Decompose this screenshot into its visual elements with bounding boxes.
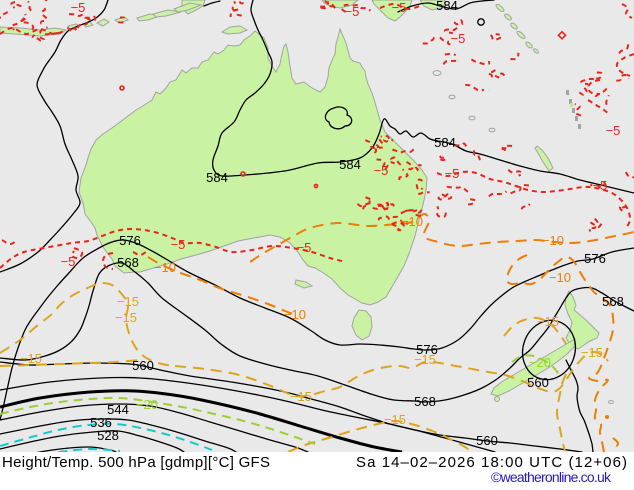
svg-text:544: 544 [107,402,129,417]
svg-text:−15: −15 [384,412,406,427]
svg-text:−15: −15 [290,389,312,404]
svg-text:−5: −5 [171,237,186,252]
svg-text:536: 536 [90,415,112,430]
svg-text:−5: −5 [606,123,621,138]
svg-text:−5: −5 [297,240,312,255]
svg-text:−15: −15 [537,314,559,329]
svg-text:−5: −5 [61,254,76,269]
svg-text:576: 576 [416,342,438,357]
svg-text:560: 560 [476,433,498,448]
svg-text:560: 560 [527,375,549,390]
svg-text:576: 576 [584,251,606,266]
svg-text:−20: −20 [136,397,158,412]
svg-text:584: 584 [339,157,361,172]
svg-text:584: 584 [436,0,458,13]
svg-text:568: 568 [602,294,624,309]
svg-text:−10: −10 [401,214,423,229]
svg-text:−15: −15 [414,352,436,367]
svg-text:−5: −5 [593,178,608,193]
svg-text:584: 584 [434,135,456,150]
svg-text:Sa 14–02–2026 18:00 UTC (12+06: Sa 14–02–2026 18:00 UTC (12+06) [356,454,627,471]
svg-text:−10: −10 [549,270,571,285]
svg-text:−5: −5 [345,4,360,19]
svg-text:©weatheronline.co.uk: ©weatheronline.co.uk [491,469,612,485]
svg-text:−5: −5 [451,31,466,46]
svg-text:568: 568 [117,255,139,270]
svg-text:576: 576 [119,233,141,248]
svg-text:−15: −15 [115,310,137,325]
svg-text:−20: −20 [529,355,551,370]
svg-text:−5: −5 [374,163,389,178]
svg-text:Height/Temp. 500 hPa [gdmp][°C: Height/Temp. 500 hPa [gdmp][°C] GFS [2,454,270,471]
svg-text:−15: −15 [20,351,42,366]
svg-text:−15: −15 [117,294,139,309]
svg-text:−10: −10 [542,233,564,248]
svg-text:−5: −5 [71,0,86,15]
svg-text:568: 568 [414,394,436,409]
svg-text:−15: −15 [581,345,603,360]
svg-text:−5: −5 [445,166,460,181]
svg-text:528: 528 [97,428,119,443]
svg-text:584: 584 [206,170,228,185]
svg-text:−10: −10 [284,307,306,322]
svg-text:560: 560 [132,358,154,373]
svg-text:−10: −10 [154,260,176,275]
svg-text:−5: −5 [392,0,407,15]
